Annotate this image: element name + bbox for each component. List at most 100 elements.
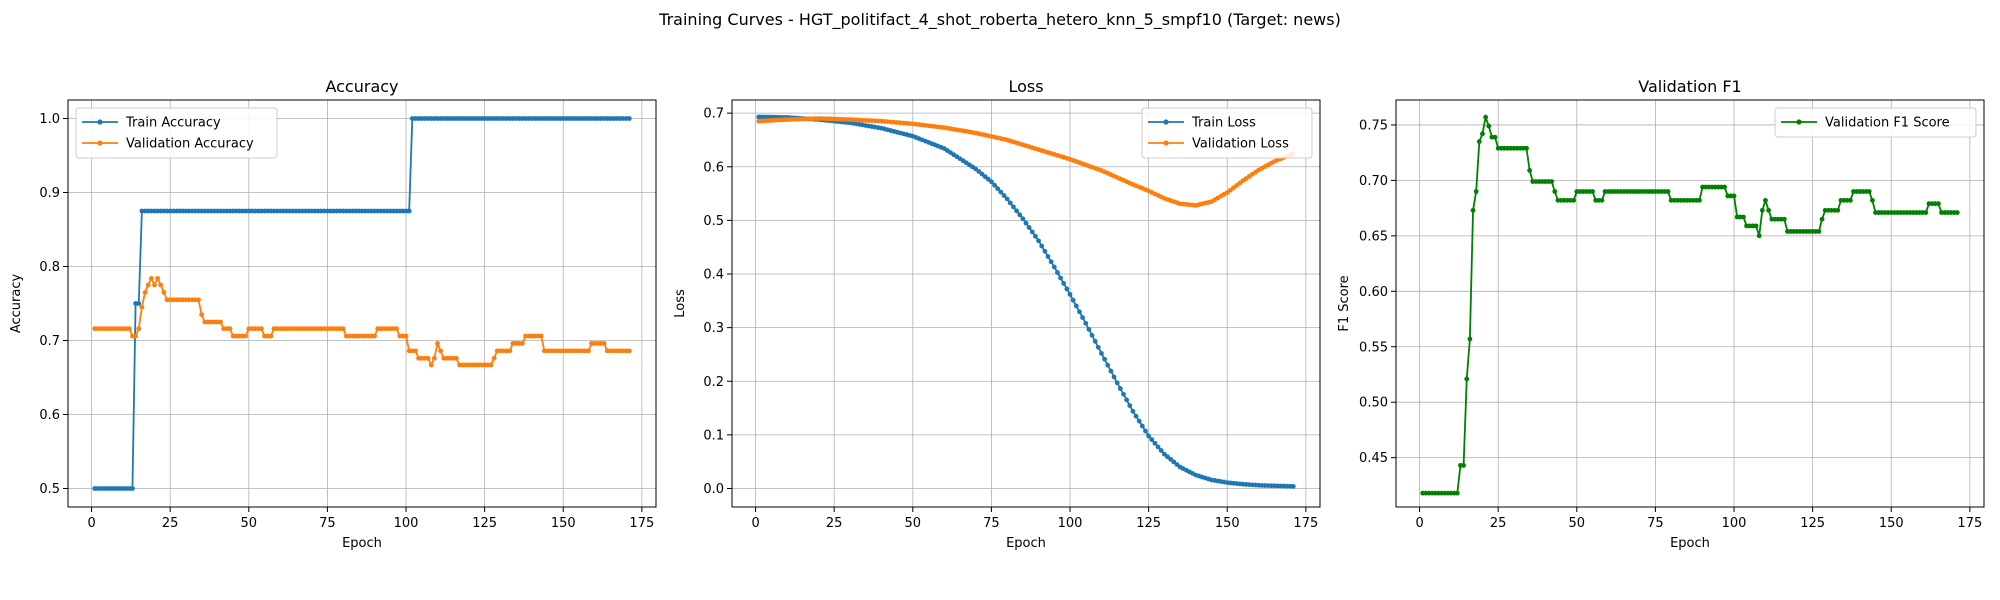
x-tick-label: 50 [241, 516, 258, 531]
plot-frame [731, 99, 1321, 508]
data-point [136, 326, 142, 332]
data-point [488, 362, 494, 368]
data-point [1866, 189, 1872, 194]
data-point [372, 333, 377, 339]
data-point [1143, 428, 1148, 434]
x-axis-label: Epoch [1670, 536, 1710, 551]
data-point [1058, 275, 1063, 281]
data-point [1136, 418, 1142, 424]
y-tick-label: 0.0 [703, 482, 724, 497]
chart-panel-2: 0 25 50 75 100 125 150 175 0.0 0.1 0.2 0.3 0.4 0.5 0.6… [673, 77, 1321, 551]
data-point [998, 189, 1004, 195]
data-point [1697, 197, 1702, 203]
data-point [196, 297, 201, 303]
data-point [218, 319, 223, 325]
series-1 [1420, 113, 1960, 496]
chart-panel-1: 0 25 50 75 100 125 150 175 0.5 0.6 0.7 0.8 0.9 1.0 Acc… [9, 77, 657, 551]
data-point [1055, 270, 1060, 275]
plot-frame [67, 99, 657, 508]
chart-panel-3: 0 25 50 75 100 125 150 175 0.45 0.50 0.55 0.60 0.65 0… [1337, 77, 1985, 551]
data-point [1001, 193, 1007, 198]
data-point [1133, 413, 1139, 419]
data-point [1124, 397, 1130, 403]
y-tick-label: 0.55 [1359, 340, 1388, 355]
y-tick-label: 0.50 [1359, 396, 1388, 411]
data-point [453, 355, 459, 361]
data-point [1036, 238, 1041, 244]
data-point [161, 290, 167, 295]
data-point [158, 282, 164, 288]
data-point [438, 348, 444, 354]
data-point [413, 348, 418, 354]
data-point [1045, 254, 1051, 259]
data-point [1470, 207, 1476, 213]
data-point [1080, 315, 1085, 320]
y-axis-label: Loss [673, 289, 688, 318]
x-axis-label: Epoch [342, 536, 382, 551]
y-tick-label: 0.6 [703, 160, 724, 175]
data-point [199, 312, 205, 317]
data-point [1527, 168, 1533, 173]
x-tick-label: 125 [472, 516, 497, 531]
data-point [1105, 362, 1111, 368]
data-point [1042, 248, 1048, 254]
chart-title: Validation F1 [1638, 77, 1741, 96]
data-point [1017, 212, 1023, 218]
data-point [155, 275, 161, 281]
series-1 [92, 116, 632, 491]
data-point [1571, 197, 1577, 203]
data-point [243, 333, 249, 339]
data-point [1077, 309, 1082, 315]
x-axis-label: Epoch [1006, 536, 1046, 551]
x-tick-label: 150 [551, 516, 576, 531]
x-tick-label: 125 [1800, 516, 1825, 531]
data-point [133, 333, 139, 339]
x-tick-label: 100 [1058, 516, 1083, 531]
data-point [601, 341, 607, 346]
x-tick-label: 175 [1957, 516, 1982, 531]
y-tick-label: 0.6 [39, 408, 60, 423]
y-tick-label: 0.4 [703, 268, 724, 283]
data-point [1026, 225, 1032, 230]
data-point [1014, 208, 1019, 214]
data-point [1665, 189, 1671, 194]
data-point [1114, 380, 1120, 386]
data-point [1070, 297, 1076, 303]
data-point [1599, 197, 1605, 203]
data-point [394, 326, 399, 332]
legend-entry: Validation Accuracy [126, 137, 254, 152]
y-tick-label: 0.3 [703, 321, 724, 336]
figure-title: Training Curves - HGT_politifact_4_shot_… [658, 10, 1341, 30]
data-point [1048, 259, 1054, 265]
data-point [1923, 210, 1929, 215]
data-point [1759, 207, 1765, 213]
data-point [1781, 216, 1787, 222]
data-point [136, 301, 142, 306]
data-point [1492, 134, 1498, 140]
data-point [1011, 204, 1016, 210]
data-point [1954, 210, 1960, 215]
x-tick-label: 75 [1647, 516, 1664, 531]
data-point [126, 326, 132, 332]
legend-box [75, 107, 278, 159]
data-point [1099, 350, 1104, 356]
y-axis-label: F1 Score [1337, 275, 1352, 331]
data-point [1067, 291, 1073, 297]
legend-swatch-marker [97, 140, 103, 146]
x-tick-label: 175 [629, 516, 654, 531]
data-point [268, 333, 274, 339]
data-point [519, 341, 525, 346]
legend-swatch-marker [1163, 119, 1169, 125]
x-tick-label: 100 [394, 516, 419, 531]
data-point [1549, 179, 1555, 184]
data-point [1731, 193, 1737, 199]
data-point [1763, 197, 1768, 203]
legend-entry: Train Accuracy [125, 116, 221, 131]
data-point [1033, 233, 1038, 239]
data-point [258, 326, 264, 332]
legend-box [1141, 107, 1313, 159]
y-tick-label: 0.5 [703, 214, 724, 229]
data-point [1149, 437, 1155, 442]
data-point [989, 179, 994, 185]
